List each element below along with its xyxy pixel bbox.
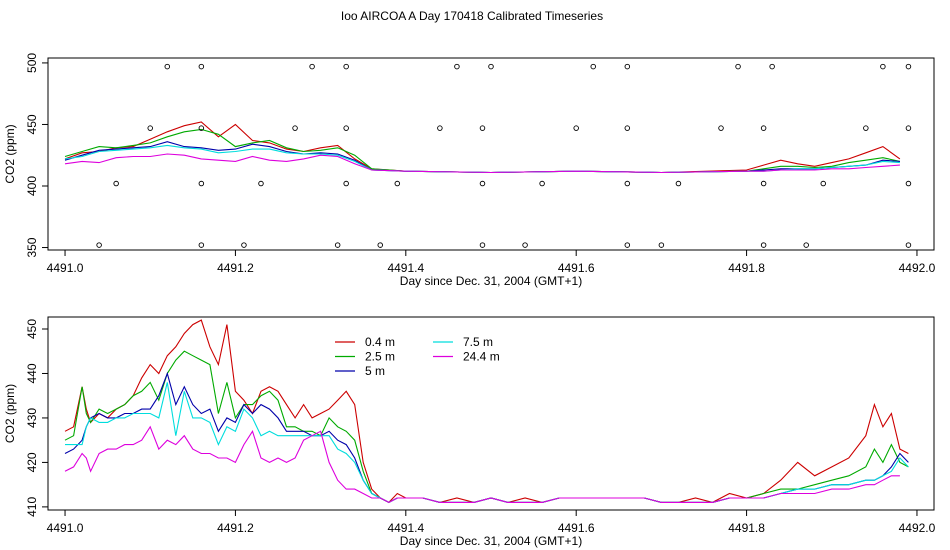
scatter-point (905, 125, 912, 131)
scatter-point (769, 63, 775, 70)
x-tick-label: 4491.2 (217, 261, 254, 275)
series-group (64, 63, 912, 248)
series-line-5-m (64, 371, 909, 504)
series-line-24-4-m (64, 153, 900, 174)
x-tick-label: 4491.6 (558, 261, 595, 275)
scatter-point (658, 242, 665, 248)
scatter-point (309, 63, 315, 70)
x-tick-label: 4492.0 (899, 521, 936, 535)
legend-label: 5 m (365, 364, 385, 378)
series-line-7-5-m (64, 144, 900, 174)
x-tick-label: 4491.4 (387, 261, 424, 275)
y-tick-label: 450 (25, 319, 39, 339)
scatter-point (343, 63, 349, 70)
y-axis-label: CO2 (ppm) (3, 384, 17, 443)
bottom-panel: 4491.0 4491.2 4491.4 4491.6 4491.8 4492.0 410 4… (3, 316, 936, 548)
scatter-point (820, 180, 827, 187)
y-tick-label: 500 (25, 53, 39, 73)
x-tick-label: 4491.0 (47, 521, 84, 535)
x-axis-label: Day since Dec. 31, 2004 (GMT+1) (400, 534, 582, 548)
y-tick-label: 410 (25, 497, 39, 517)
scatter-point (590, 63, 596, 70)
y-tick-label: 350 (25, 237, 39, 257)
scatter-point (164, 63, 171, 70)
scatter-point (522, 242, 528, 248)
scatter-point (394, 180, 401, 187)
series-line-0-4-m (64, 121, 901, 174)
legend-label: 2.5 m (365, 350, 395, 364)
y-axis-label: CO2 (ppm) (3, 124, 17, 183)
y-tick-label: 440 (25, 363, 39, 383)
series-line-24-4-m (64, 425, 900, 504)
x-tick-label: 4491.2 (217, 521, 254, 535)
scatter-point (624, 242, 631, 248)
series-line-0-4-m (64, 319, 909, 504)
y-tick-label: 400 (25, 176, 39, 196)
x-tick-label: 4491.6 (558, 521, 595, 535)
scatter-point (377, 242, 384, 248)
scatter-point (437, 125, 443, 131)
x-tick-label: 4491.8 (728, 261, 765, 275)
scatter-point (735, 63, 741, 70)
scatter-point (241, 242, 247, 248)
top-panel: 4491.0 4491.2 4491.4 4491.6 4491.8 4492.0 350 4… (3, 53, 936, 288)
x-tick-label: 4491.0 (47, 261, 84, 275)
scatter-point (539, 180, 545, 187)
plot-frame (47, 316, 935, 511)
x-tick-label: 4491.4 (387, 521, 424, 535)
scatter-point (147, 125, 153, 131)
scatter-point (675, 180, 682, 187)
series-group (64, 319, 909, 504)
scatter-point (905, 242, 912, 248)
series-line-5-m (64, 141, 900, 174)
plot-frame (47, 57, 935, 251)
scatter-point (905, 63, 912, 70)
scatter-point (573, 125, 579, 131)
scatter-point (863, 125, 869, 131)
scatter-point (624, 63, 631, 70)
series-line-2-5-m (64, 128, 901, 174)
scatter-point (718, 125, 724, 131)
scatter-point (479, 125, 486, 131)
x-axis-label: Day since Dec. 31, 2004 (GMT+1) (400, 274, 582, 288)
scatter-point (880, 63, 886, 70)
scatter-point (760, 180, 767, 187)
scatter-point (488, 63, 494, 70)
scatter-point (198, 63, 205, 70)
series-line-7-5-m (65, 382, 909, 504)
y-tick-label: 450 (25, 114, 39, 134)
scatter-point (198, 242, 205, 248)
y-tick-label: 430 (25, 408, 39, 428)
scatter-point (334, 242, 341, 248)
scatter-point (96, 242, 102, 248)
scatter-point (292, 125, 298, 131)
scatter-point (198, 125, 205, 131)
legend-label: 24.4 m (463, 350, 500, 364)
scatter-point (760, 242, 767, 248)
chart-title: Ioo AIRCOA A Day 170418 Calibrated Times… (341, 9, 603, 23)
scatter-point (258, 180, 264, 187)
scatter-point (479, 242, 486, 248)
scatter-point (760, 125, 767, 131)
scatter-point (454, 63, 460, 70)
x-tick-label: 4492.0 (899, 261, 936, 275)
scatter-point (343, 125, 349, 131)
scatter-point (624, 125, 631, 131)
scatter-point (905, 180, 912, 187)
scatter-point (113, 180, 119, 187)
legend-label: 0.4 m (365, 335, 395, 349)
y-tick-label: 420 (25, 452, 39, 472)
scatter-point (803, 242, 809, 248)
legend-label: 7.5 m (463, 335, 493, 349)
scatter-point (479, 180, 486, 187)
scatter-point (198, 180, 205, 187)
scatter-point (624, 180, 631, 187)
x-tick-label: 4491.8 (728, 521, 765, 535)
scatter-point (343, 180, 349, 187)
